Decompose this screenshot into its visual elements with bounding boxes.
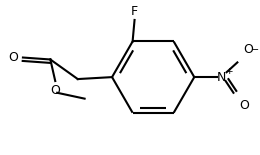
Text: O: O [8, 51, 18, 64]
Text: F: F [131, 5, 138, 18]
Text: O: O [239, 99, 249, 112]
Text: O: O [50, 84, 60, 97]
Text: −: − [251, 45, 259, 55]
Text: N: N [217, 71, 226, 84]
Text: O: O [243, 43, 253, 56]
Text: +: + [225, 67, 232, 76]
